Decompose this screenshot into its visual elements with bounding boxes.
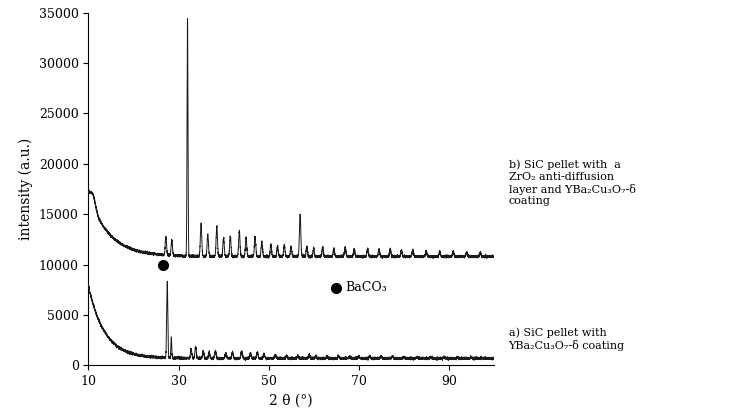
Text: a) SiC pellet with
YBa₂Cu₃O₇-δ coating: a) SiC pellet with YBa₂Cu₃O₇-δ coating [509, 328, 625, 351]
X-axis label: 2 θ (°): 2 θ (°) [269, 394, 313, 408]
Text: BaCO₃: BaCO₃ [345, 281, 387, 294]
Text: b) SiC pellet with  a
ZrO₂ anti-diffusion
layer and YBa₂Cu₃O₇-δ
coating: b) SiC pellet with a ZrO₂ anti-diffusion… [509, 160, 635, 206]
Y-axis label: intensity (a.u.): intensity (a.u.) [18, 138, 33, 240]
